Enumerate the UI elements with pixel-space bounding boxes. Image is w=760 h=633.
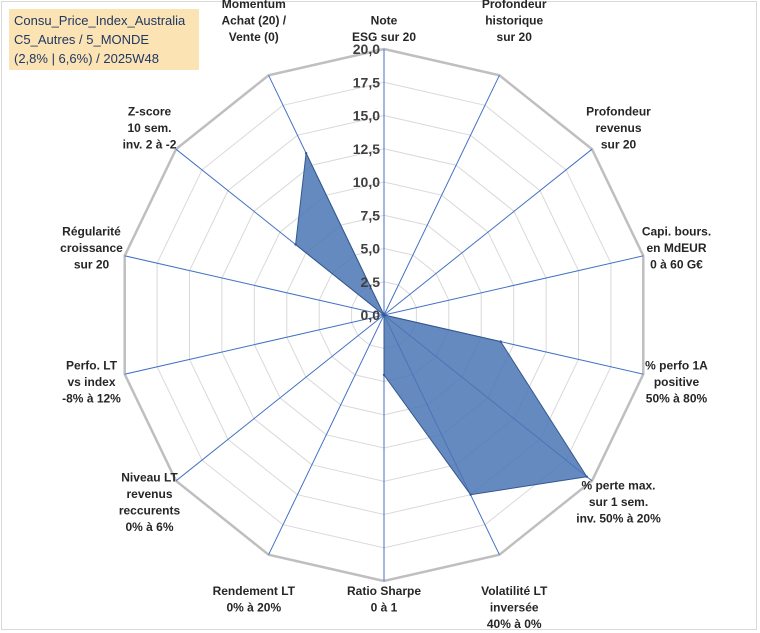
- tick-label-6: 15,0: [353, 108, 380, 124]
- spoke-1: [383, 75, 500, 316]
- title-line-3: (2,8% | 6,6%) / 2025W48: [14, 51, 160, 66]
- spoke-3: [383, 255, 644, 316]
- axis-label-2-line-2: sur 20: [601, 138, 637, 152]
- axis-label-4-line-2: 50% à 80%: [646, 391, 708, 405]
- axis-label-10-line-0: Perfo. LT: [66, 358, 118, 372]
- axis-label-2-line-0: Profondeur: [586, 105, 651, 119]
- axis-label-1-line-1: historique: [485, 14, 543, 28]
- tick-label-7: 17,5: [353, 74, 380, 90]
- axis-label-7-line-0: Ratio Sharpe: [347, 584, 421, 598]
- axis-label-8-line-0: Rendement LT: [213, 584, 296, 598]
- data-point-13: [304, 152, 308, 155]
- tick-label-3: 7,5: [361, 207, 381, 223]
- tick-label-0: 0,0: [361, 307, 381, 323]
- axis-label-9-line-1: revenus: [126, 487, 172, 501]
- axis-label-12: Z-score 10 sem. inv. 2 à -2: [123, 105, 177, 152]
- axis-label-11: Régularité croissance sur 20: [60, 225, 123, 272]
- spoke-9: [175, 314, 385, 482]
- chart-title: Consu_Price_Index_Australia C5_Autres / …: [9, 9, 199, 70]
- axis-label-12-line-2: inv. 2 à -2: [123, 138, 177, 152]
- series-layer: [294, 151, 588, 496]
- axis-label-5-line-1: sur 1 sem.: [589, 495, 648, 509]
- axis-label-10-line-2: -8% à 12%: [62, 391, 121, 405]
- axis-label-5-line-2: inv. 50% à 20%: [576, 512, 661, 526]
- spoke-8: [268, 314, 385, 555]
- axis-label-4-line-1: positive: [654, 375, 700, 389]
- axis-label-6: Volatilité LT inversée 40% à 0%: [481, 584, 548, 631]
- axis-label-13: Momentum Achat (20) / Vente (0): [221, 0, 286, 44]
- tick-label-2: 5,0: [361, 241, 381, 257]
- axis-label-9: Niveau LT revenus reccurents 0% à 6%: [119, 470, 181, 534]
- axis-label-13-line-0: Momentum: [222, 0, 286, 11]
- axis-label-4-line-0: % perfo 1A: [645, 358, 708, 372]
- axis-label-6-line-2: 40% à 0%: [487, 617, 542, 631]
- axis-label-3: Capi. bours. en MdEUR 0 à 60 G€: [642, 225, 711, 272]
- tick-label-4: 10,0: [353, 174, 380, 190]
- axis-label-10-line-1: vs index: [67, 375, 115, 389]
- axis-label-8-line-1: 0% à 20%: [226, 601, 281, 615]
- axis-label-3-line-1: en MdEUR: [647, 241, 707, 255]
- axis-label-3-line-2: 0 à 60 G€: [650, 258, 703, 272]
- axis-label-5: % perte max. sur 1 sem. inv. 50% à 20%: [576, 479, 661, 526]
- tick-label-1: 2,5: [361, 274, 381, 290]
- axis-label-11-line-1: croissance: [60, 241, 123, 255]
- axis-label-2: Profondeur revenus sur 20: [586, 105, 651, 152]
- axis-label-12-line-1: 10 sem.: [127, 121, 171, 135]
- axis-label-3-line-0: Capi. bours.: [642, 225, 711, 239]
- axis-label-11-line-0: Régularité: [62, 225, 121, 239]
- axis-label-6-line-0: Volatilité LT: [481, 584, 548, 598]
- axis-label-7: Ratio Sharpe 0 à 1: [347, 584, 421, 615]
- axis-label-12-line-0: Z-score: [128, 105, 172, 119]
- axis-label-11-line-2: sur 20: [74, 258, 110, 272]
- data-point-5: [585, 475, 588, 478]
- axis-label-13-line-2: Vente (0): [229, 30, 279, 44]
- series-area-0: [295, 151, 588, 496]
- axis-label-13-line-1: Achat (20) /: [221, 14, 286, 28]
- spoke-2: [383, 148, 593, 316]
- data-point-12: [294, 243, 297, 246]
- axis-label-9-line-0: Niveau LT: [121, 470, 178, 484]
- axis-label-7-line-1: 0 à 1: [371, 601, 398, 615]
- data-point-7: [382, 373, 386, 377]
- tick-label-8: 20,0: [353, 41, 380, 57]
- axis-label-4: % perfo 1A positive 50% à 80%: [645, 358, 708, 405]
- spoke-11: [124, 255, 385, 316]
- axis-label-9-line-3: 0% à 6%: [125, 520, 173, 534]
- axis-label-1: Profondeur historique sur 20: [482, 0, 547, 44]
- axis-label-9-line-2: reccurents: [119, 503, 181, 517]
- axis-label-5-line-0: % perte max.: [581, 479, 655, 493]
- title-line-1: Consu_Price_Index_Australia: [14, 13, 186, 28]
- radial-tick-labels: 0,0 2,5 5,0 7,5 10,0 12,5 15,0 17,5 20,0: [353, 41, 380, 323]
- spoke-10: [124, 314, 385, 375]
- data-point-4: [499, 340, 502, 343]
- tick-label-5: 12,5: [353, 141, 380, 157]
- axis-label-10: Perfo. LT vs index -8% à 12%: [62, 358, 121, 405]
- axis-label-6-line-1: inversée: [490, 601, 539, 615]
- axis-label-0-line-1: ESG sur 20: [352, 30, 416, 44]
- axis-label-1-line-2: sur 20: [497, 30, 533, 44]
- data-point-11: [382, 313, 386, 317]
- axis-labels: Note ESG sur 20 Profondeur historique sur 20…: [60, 0, 711, 631]
- axis-label-1-line-0: Profondeur: [482, 0, 547, 11]
- axis-label-2-line-1: revenus: [595, 121, 641, 135]
- title-line-2: C5_Autres / 5_MONDE: [14, 32, 150, 47]
- axis-label-0: Note ESG sur 20: [352, 14, 416, 45]
- axis-label-8: Rendement LT 0% à 20%: [213, 584, 296, 615]
- axis-label-0-line-0: Note: [371, 14, 398, 28]
- data-point-6: [469, 493, 472, 496]
